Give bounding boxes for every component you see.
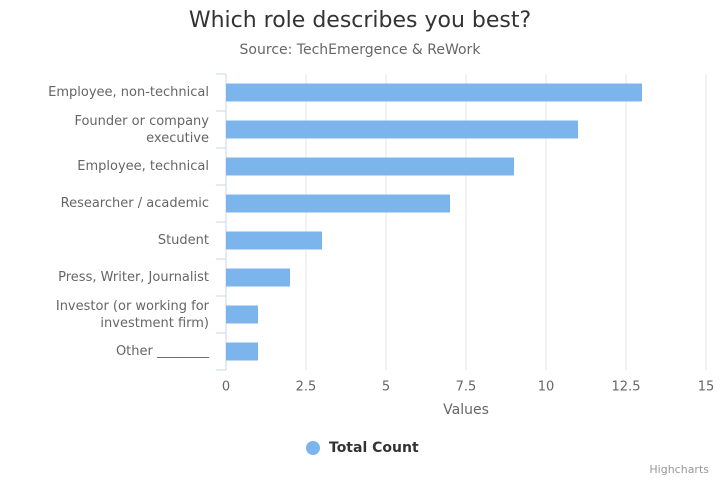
y-tick-label: Founder or company executive: [74, 114, 209, 146]
credits[interactable]: Highcharts: [649, 463, 709, 476]
x-tick-label: 7.5: [456, 380, 477, 395]
x-tick-label: 15: [698, 380, 715, 395]
bar: [226, 342, 258, 361]
bar: [226, 231, 322, 250]
bar: [226, 268, 290, 287]
x-tick-label: 5: [382, 380, 390, 395]
legend-marker: [306, 441, 320, 455]
y-tick-label: Employee, non-technical: [48, 85, 209, 100]
chart-title: Which role describes you best?: [189, 8, 531, 33]
x-tick-label: 10: [538, 380, 555, 395]
legend-label[interactable]: Total Count: [329, 440, 419, 456]
y-tick-label: Press, Writer, Journalist: [58, 270, 209, 285]
chart-subtitle: Source: TechEmergence & ReWork: [240, 42, 482, 58]
y-tick-label: Investor (or working for investment firm…: [56, 299, 210, 331]
bar: [226, 157, 514, 176]
bar: [226, 120, 578, 139]
bar: [226, 83, 642, 102]
y-tick-label: Researcher / academic: [61, 196, 209, 211]
x-tick-label: 12.5: [612, 380, 641, 395]
bar: [226, 305, 258, 324]
x-tick-label: 2.5: [296, 380, 317, 395]
y-tick-label: Other ________: [116, 344, 210, 359]
x-axis-title: Values: [443, 402, 489, 418]
grid: [225, 74, 707, 370]
y-tick-label: Student: [158, 233, 209, 248]
x-tick-label: 0: [222, 380, 230, 395]
bar: [226, 194, 450, 213]
y-tick-label: Employee, technical: [77, 159, 209, 174]
